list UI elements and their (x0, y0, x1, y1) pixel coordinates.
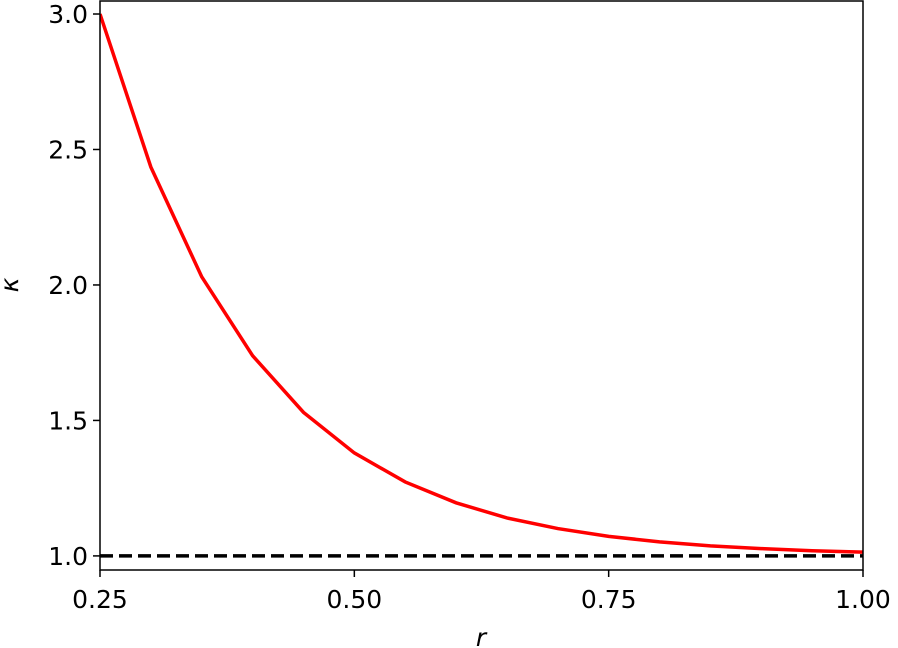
y-tick-label: 1.5 (48, 406, 88, 435)
y-tick-label: 2.0 (48, 271, 88, 300)
x-tick-label: 0.75 (581, 585, 637, 614)
x-tick-label: 0.50 (326, 585, 382, 614)
x-tick-label: 1.00 (835, 585, 891, 614)
plot-frame (99, 0, 864, 571)
y-tick-label: 3.0 (48, 0, 88, 29)
x-axis-label: r (476, 623, 488, 648)
y-tick-label: 1.0 (48, 542, 88, 571)
y-tick-label: 2.5 (48, 135, 88, 164)
x-tick-label: 0.25 (72, 585, 128, 614)
line-series (100, 13, 863, 554)
y-axis-label: κ (0, 277, 24, 292)
